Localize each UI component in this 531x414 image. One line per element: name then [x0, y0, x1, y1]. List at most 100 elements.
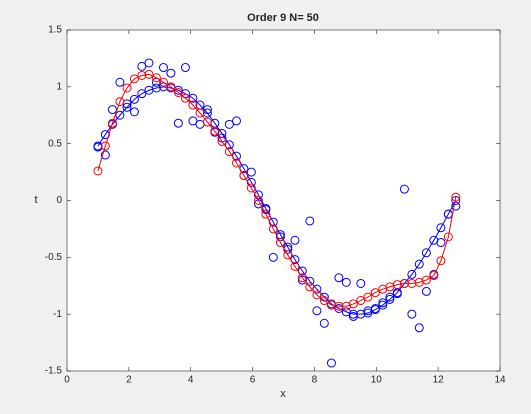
data-point	[115, 77, 125, 87]
data-point	[115, 110, 125, 120]
y-tick-label: 1	[56, 81, 62, 92]
data-point	[158, 77, 168, 87]
data-point	[363, 292, 373, 302]
data-point	[253, 190, 263, 200]
data-point	[224, 140, 234, 150]
data-point	[370, 288, 380, 298]
data-point	[137, 70, 147, 80]
data-point	[326, 358, 336, 368]
data-point	[348, 299, 358, 309]
data-point	[261, 203, 271, 213]
data-point	[268, 252, 278, 262]
data-point	[348, 309, 358, 319]
x-tick-label: 0	[64, 375, 70, 386]
data-point	[180, 63, 190, 73]
data-point	[151, 83, 161, 93]
data-point	[261, 209, 271, 219]
data-point	[356, 278, 366, 288]
y-tick-label: -1.5	[45, 366, 63, 377]
data-point	[385, 294, 395, 304]
data-point	[305, 216, 315, 226]
data-point	[107, 118, 117, 128]
data-point	[370, 305, 380, 315]
data-point	[297, 273, 307, 283]
data-point	[195, 108, 205, 118]
data-point	[363, 308, 373, 318]
data-point	[290, 261, 300, 271]
data-point	[305, 282, 315, 292]
data-point	[414, 323, 424, 333]
y-tick-label: 0.5	[48, 138, 62, 149]
data-point	[341, 277, 351, 287]
data-point	[129, 107, 139, 117]
y-tick-label: 0	[56, 195, 62, 206]
data-point	[100, 141, 110, 151]
series-line	[97, 73, 457, 307]
data-point	[231, 158, 241, 168]
y-tick-label: -0.5	[45, 252, 63, 263]
data-point	[115, 97, 125, 107]
data-point	[429, 271, 439, 281]
data-point	[378, 300, 388, 310]
data-point	[275, 238, 285, 248]
data-point	[436, 256, 446, 266]
data-point	[137, 89, 147, 99]
x-tick-label: 2	[126, 375, 132, 386]
data-point	[451, 196, 461, 205]
x-tick-label: 8	[312, 375, 318, 386]
data-point	[392, 280, 402, 290]
data-point	[312, 290, 322, 300]
x-tick-label: 10	[371, 375, 383, 386]
data-point	[180, 93, 190, 103]
data-point	[407, 309, 417, 319]
data-point	[122, 83, 132, 93]
y-tick-label: 1.5	[48, 25, 62, 36]
data-point	[443, 232, 453, 242]
data-point	[429, 235, 439, 245]
x-tick-label: 14	[494, 375, 506, 386]
data-point	[275, 232, 285, 242]
data-point	[231, 116, 241, 126]
data-point	[421, 248, 431, 258]
data-point	[246, 177, 256, 187]
data-point	[224, 119, 234, 129]
data-point	[421, 286, 431, 296]
data-point	[144, 58, 154, 68]
data-point	[100, 150, 110, 160]
data-point	[356, 309, 366, 319]
data-point	[414, 259, 424, 269]
data-point	[399, 278, 409, 288]
data-point	[137, 61, 147, 71]
data-point	[144, 69, 154, 79]
data-point	[173, 88, 183, 98]
data-point	[283, 250, 293, 260]
data-point	[334, 273, 344, 283]
data-point	[188, 116, 198, 126]
data-point	[122, 102, 132, 112]
data-point	[210, 126, 220, 136]
data-point	[173, 118, 183, 128]
x-tick-label: 4	[188, 375, 194, 386]
data-point	[407, 269, 417, 279]
plot-area	[66, 29, 501, 372]
data-point	[202, 117, 212, 127]
data-point	[166, 68, 176, 78]
data-point	[173, 85, 183, 95]
data-point	[334, 301, 344, 311]
y-axis-label: t	[34, 194, 37, 206]
data-point	[385, 292, 395, 302]
data-point	[188, 100, 198, 110]
data-point	[436, 223, 446, 233]
data-point	[319, 318, 329, 328]
data-point	[290, 235, 300, 245]
data-point	[246, 167, 256, 177]
x-tick-label: 6	[250, 375, 256, 386]
chart-title: Order 9 N= 50	[247, 12, 319, 24]
data-point	[246, 183, 256, 193]
data-point	[451, 201, 461, 211]
data-point	[268, 224, 278, 234]
x-tick-label: 12	[433, 375, 445, 386]
data-point	[188, 93, 198, 103]
data-point	[268, 217, 278, 227]
